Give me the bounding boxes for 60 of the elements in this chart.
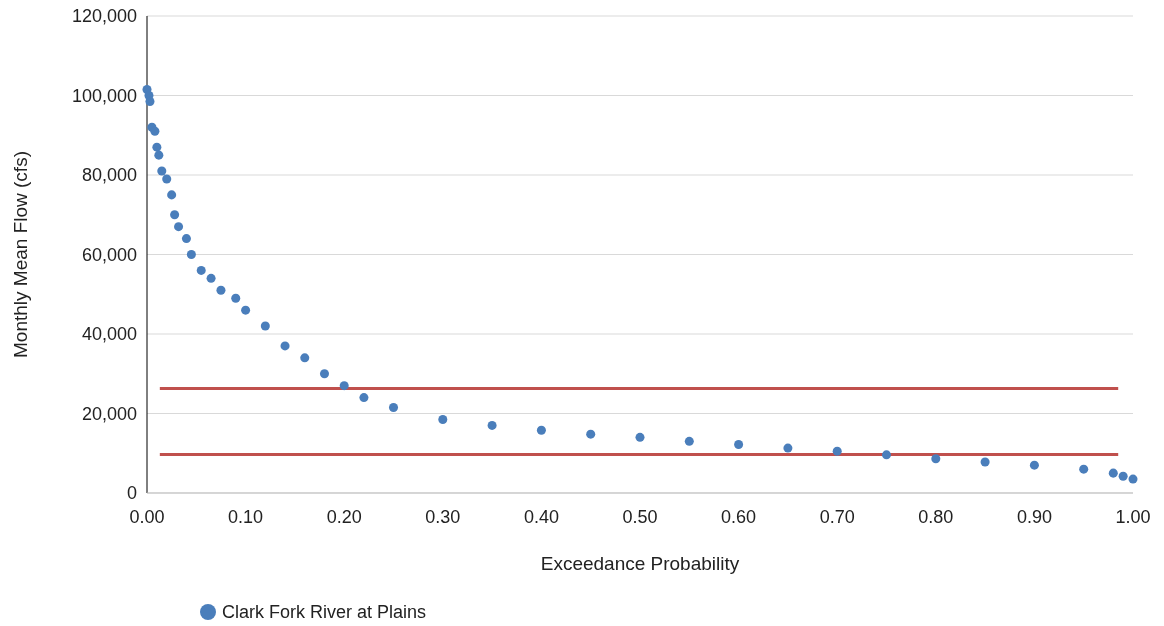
point [635, 432, 645, 442]
point [734, 440, 744, 450]
point [438, 414, 448, 424]
x-tick-label: 0.90 [1016, 507, 1052, 527]
point [359, 393, 369, 403]
x-tick-label: 0.10 [228, 507, 264, 527]
x-tick-label: 0.50 [622, 507, 658, 527]
point [167, 190, 177, 200]
x-tick-label: 0.60 [721, 507, 757, 527]
point [231, 293, 241, 303]
y-tick-label: 80,000 [81, 165, 137, 186]
point [174, 222, 184, 232]
point [196, 265, 206, 275]
x-tick-label: 0.40 [523, 507, 559, 527]
point [487, 420, 497, 430]
point [1029, 460, 1039, 470]
point [162, 174, 172, 184]
point [157, 166, 167, 176]
y-tick-label: 20,000 [81, 403, 137, 424]
x-tick-label: 0.00 [129, 507, 165, 527]
y-axis-title: Monthly Mean Flow (cfs) [10, 151, 31, 358]
point [186, 249, 196, 260]
point [181, 234, 191, 244]
point [260, 321, 270, 331]
point [152, 142, 162, 152]
point [832, 446, 842, 456]
point [1108, 468, 1118, 478]
x-tick-label: 1.00 [1115, 507, 1151, 527]
point [881, 450, 892, 460]
point [980, 457, 990, 467]
point [1079, 464, 1089, 474]
point [154, 150, 164, 160]
point [150, 126, 160, 136]
point [241, 305, 251, 315]
point [170, 210, 180, 220]
point [1128, 474, 1138, 484]
point [684, 436, 694, 446]
x-tick-label: 0.80 [918, 507, 954, 527]
point [339, 381, 349, 391]
point [206, 273, 216, 283]
point [1118, 471, 1128, 481]
point [783, 443, 793, 453]
point [931, 454, 941, 464]
point [586, 429, 596, 439]
point [300, 353, 310, 363]
point [216, 285, 226, 295]
point [536, 425, 546, 435]
point [388, 403, 399, 413]
x-tick-label: 0.30 [425, 507, 461, 527]
x-tick-label: 0.70 [819, 507, 855, 527]
point [319, 369, 329, 379]
y-tick-label: 120,000 [71, 6, 137, 27]
point [280, 341, 290, 351]
x-tick-label: 0.20 [326, 507, 362, 527]
x-axis-title: Exceedance Probability [540, 553, 740, 574]
y-tick-label: 40,000 [81, 324, 137, 345]
y-tick-label: 0 [126, 483, 137, 504]
y-tick-label: 60,000 [81, 244, 137, 265]
y-tick-label: 100,000 [71, 85, 137, 106]
legend-label: Clark Fork River at Plains [222, 602, 427, 623]
